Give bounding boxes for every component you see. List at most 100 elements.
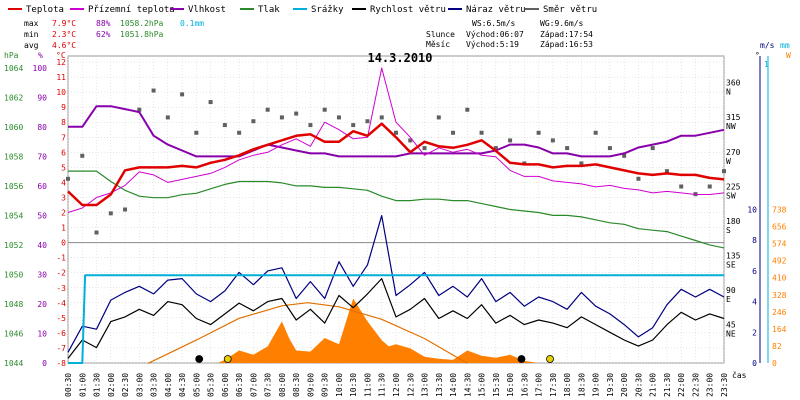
stat-moon-set: Západ:16:53 (540, 40, 593, 49)
axis-time-tick: 14:30 (463, 373, 472, 397)
axis-time-tick: 08:00 (278, 373, 287, 397)
axis-direction-name: SW (726, 191, 736, 200)
axis-direction-degree: 225 (726, 182, 741, 191)
wind-direction-dot (479, 130, 484, 135)
wind-direction-dot (251, 119, 256, 124)
axis-radiation-tick: 574 (772, 240, 787, 249)
axis-radiation-tick: 246 (772, 308, 787, 317)
axis-c-tick: 3 (61, 193, 66, 202)
stat-max-temp: 7.9°C (52, 19, 76, 28)
axis-time-tick: 20:00 (620, 373, 629, 397)
axis-hpa-tick: 1062 (4, 93, 23, 102)
axis-time-label: čas (732, 370, 747, 380)
legend-label: Směr větru (543, 5, 597, 15)
wind-direction-dot (508, 138, 513, 143)
axis-time-tick: 03:00 (135, 373, 144, 397)
axis-time-tick: 12:00 (392, 373, 401, 397)
wind-direction-dot (165, 115, 170, 120)
axis-time-tick: 05:30 (207, 373, 216, 397)
stat-min-hum: 62% (96, 30, 111, 39)
axis-c-tick: 7 (61, 133, 66, 142)
stat-wind-gust: WG:9.6m/s (540, 19, 584, 28)
legend-label: Náraz větru (466, 5, 526, 15)
axis-c-tick: 6 (61, 148, 66, 157)
rain-line (68, 274, 724, 364)
axis-radiation-tick: 164 (772, 325, 787, 334)
wind-direction-dot (294, 111, 299, 116)
axis-direction-label: ° (755, 51, 760, 60)
axis-pct-tick: 30 (37, 270, 47, 279)
wind-direction-dot (336, 115, 341, 120)
axis-time-tick: 23:30 (720, 373, 729, 397)
axis-radiation-label: W (786, 51, 791, 60)
axis-time-tick: 16:00 (506, 373, 515, 397)
wind-direction-dot (436, 115, 441, 120)
wind-direction-dot (565, 146, 570, 151)
axis-time-tick: 05:00 (192, 373, 201, 397)
wind-direction-dot (351, 123, 356, 128)
axis-c-tick: 9 (61, 103, 66, 112)
stat-max-label: max (24, 19, 39, 28)
wind-direction-dot (422, 146, 427, 151)
axis-ms-tick: 2 (752, 328, 757, 337)
axis-time-tick: 18:30 (577, 373, 586, 397)
wind-direction-dot (650, 146, 655, 151)
axis-time-tick: 21:30 (663, 373, 672, 397)
axis-pct-tick: 60 (37, 182, 47, 191)
axis-direction-degree: 315 (726, 113, 741, 122)
legend-label: Srážky (311, 5, 344, 15)
axis-direction-name: NE (726, 329, 736, 338)
axis-pct-tick: 80 (37, 123, 47, 132)
axis-direction-degree: 360 (726, 79, 741, 88)
wind-direction-dot (622, 153, 627, 158)
stat-min-label: min (24, 30, 39, 39)
wind-direction-dot (265, 107, 270, 112)
axis-c-tick: 10 (56, 88, 66, 97)
axis-time-tick: 06:00 (221, 373, 230, 397)
wind-direction-dot (679, 184, 684, 189)
axis-time-tick: 14:00 (449, 373, 458, 397)
stat-avg-temp: 4.6°C (52, 41, 76, 50)
wind-direction-dot (279, 115, 284, 120)
axis-radiation-tick: 410 (772, 274, 787, 283)
axis-pct-tick: 50 (37, 211, 47, 220)
axis-mm-label: mm (780, 41, 790, 50)
axis-c-tick: -4 (56, 299, 66, 308)
wind-direction-dot (493, 146, 498, 151)
axis-time-tick: 13:30 (435, 373, 444, 397)
axis-time-tick: 23:00 (706, 373, 715, 397)
stat-wind-speed: WS:6.5m/s (472, 19, 516, 28)
axis-c-tick: 1 (61, 224, 66, 233)
wind-speed-line (67, 278, 725, 359)
wind-direction-dot (94, 230, 99, 235)
axis-c-tick: -1 (56, 254, 66, 263)
wind-direction-dot (222, 123, 227, 128)
stat-moon-rise: Východ:5:19 (466, 40, 519, 49)
wind-direction-dot (194, 130, 199, 135)
axis-time-tick: 08:30 (292, 373, 301, 397)
wind-direction-dot (451, 130, 456, 135)
axis-direction-name: W (726, 157, 731, 166)
axis-direction-name: SE (726, 260, 736, 269)
axis-hpa-tick: 1056 (4, 182, 23, 191)
wind-gust-line (67, 215, 725, 353)
axis-ms-label: m/s (760, 41, 775, 50)
axis-time-tick: 15:00 (478, 373, 487, 397)
stat-max-hum: 88% (96, 19, 111, 28)
axis-direction-degree: 135 (726, 251, 741, 260)
axis-c-tick: -8 (56, 359, 66, 368)
wind-direction-dot (66, 176, 70, 181)
axis-radiation-tick: 328 (772, 291, 787, 300)
wind-direction-dot (636, 176, 641, 181)
axis-time-tick: 03:30 (150, 373, 159, 397)
axis-hpa-tick: 1058 (4, 152, 23, 161)
wind-direction-dot (137, 107, 142, 112)
wind-direction-dot (123, 207, 128, 212)
axis-ms-tick: 4 (752, 298, 757, 307)
axis-c-tick: -5 (56, 314, 66, 323)
axis-hpa-tick: 1064 (4, 64, 23, 73)
axis-radiation-tick: 656 (772, 223, 787, 232)
axis-radiation-tick: 738 (772, 206, 787, 215)
